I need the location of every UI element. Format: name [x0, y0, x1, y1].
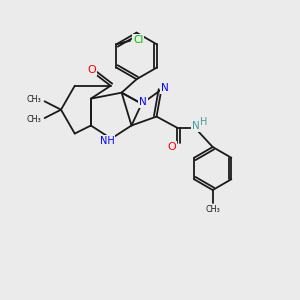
Text: Cl: Cl	[133, 34, 143, 44]
Text: CH₃: CH₃	[26, 95, 41, 104]
Text: N: N	[139, 97, 147, 107]
Text: O: O	[168, 142, 176, 152]
Text: O: O	[87, 65, 96, 75]
Text: CH₃: CH₃	[26, 115, 41, 124]
Text: N: N	[192, 122, 200, 131]
Text: H: H	[200, 117, 207, 127]
Text: NH: NH	[100, 136, 114, 146]
Text: N: N	[161, 83, 169, 93]
Text: CH₃: CH₃	[205, 205, 220, 214]
